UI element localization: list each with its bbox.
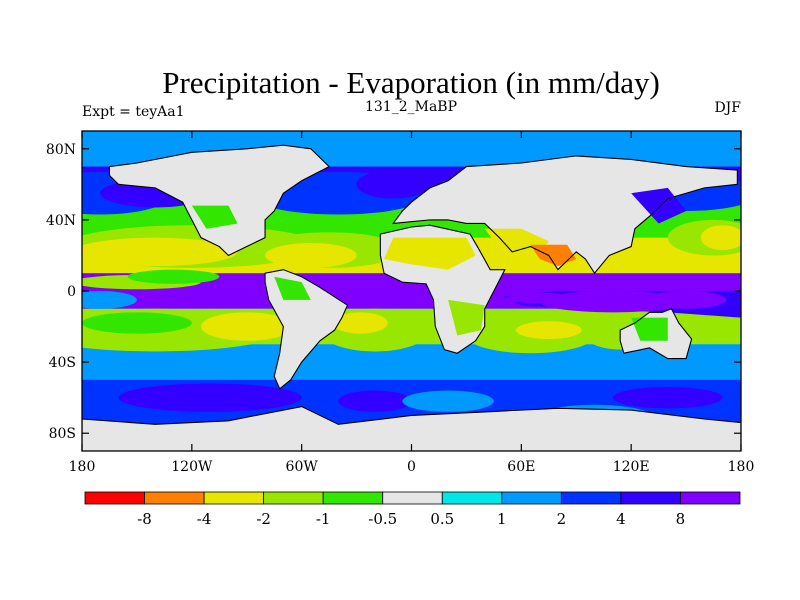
field-region: [700, 225, 741, 251]
y-tick-label: 40N: [46, 213, 76, 229]
colorbar-label: -1: [316, 510, 331, 528]
field-region: [515, 321, 582, 339]
colorbar-label: -4: [197, 510, 212, 528]
colorbar-swatch: [84, 491, 145, 505]
x-tick-label: 120W: [171, 459, 213, 475]
colorbar-label: -8: [137, 510, 152, 528]
field-region: [356, 170, 430, 199]
colorbar-label: 8: [676, 510, 686, 528]
colorbar-label: 1: [497, 510, 507, 528]
x-tick-label: 180: [69, 459, 96, 475]
coastline: [264, 269, 349, 390]
field-region: [82, 291, 137, 309]
field-region: [484, 228, 549, 256]
y-tick-label: 80N: [46, 142, 76, 158]
field-region: [274, 276, 311, 300]
field-region: [265, 243, 357, 268]
y-tick-label: 40S: [49, 355, 76, 371]
field-region: [448, 299, 485, 336]
x-tick-label: 60W: [286, 459, 319, 475]
colorbar-swatch: [263, 491, 324, 505]
colorbar-label: -0.5: [368, 510, 397, 528]
colorbar-swatch: [144, 491, 205, 505]
field-region: [200, 312, 293, 341]
colorbar-label: 2: [557, 510, 567, 528]
field-region: [127, 269, 220, 284]
colorbar-swatch: [322, 491, 384, 505]
field-region: [612, 387, 723, 409]
field-region: [338, 390, 412, 412]
colorbar-label: -2: [256, 510, 271, 528]
colorbar-label: 0.5: [430, 510, 454, 528]
colorbar-swatch: [560, 491, 622, 505]
field-region: [530, 244, 577, 267]
colorbar-swatch: [620, 491, 681, 505]
colorbar-swatch: [501, 491, 562, 505]
landmass: [109, 145, 330, 256]
coastline: [392, 155, 738, 275]
coastline: [379, 224, 506, 354]
x-tick-label: 60E: [507, 459, 535, 475]
colorbar-swatch: [382, 491, 443, 505]
field-region: [645, 291, 727, 309]
colorbar: -8 -4 -2 -1 -0.5 0.5 1 2 4 8: [84, 491, 741, 528]
coastline: [108, 144, 331, 257]
landmass: [393, 155, 738, 274]
x-tick-label: 120E: [613, 459, 650, 475]
colorbar-swatch: [680, 491, 741, 505]
field-region: [82, 237, 238, 267]
field-region: [506, 292, 573, 304]
chart-title: Precipitation - Evaporation (in mm/day): [162, 65, 660, 100]
field-region: [631, 317, 668, 341]
field-region: [384, 237, 476, 270]
subtitle-center: 131_2_MaBP: [365, 99, 457, 115]
x-tick-label: 0: [407, 459, 416, 475]
colorbar-swatch: [203, 491, 265, 505]
field-region: [332, 312, 388, 334]
x-tick-label: 180: [728, 459, 755, 475]
y-tick-label: 80S: [49, 426, 76, 442]
y-tick-label: 0: [67, 284, 76, 300]
colorbar-label: 4: [616, 510, 626, 528]
subtitle-right: DJF: [714, 100, 741, 116]
colorbar-swatch: [441, 491, 503, 505]
field-region: [82, 312, 192, 334]
map-field: [82, 131, 741, 451]
field-region: [118, 383, 302, 412]
subtitle-left: Expt = teyAa1: [82, 104, 185, 120]
coastline: [82, 405, 741, 451]
coastline: [619, 308, 693, 360]
field-region: [402, 390, 494, 412]
field-region: [191, 205, 238, 229]
